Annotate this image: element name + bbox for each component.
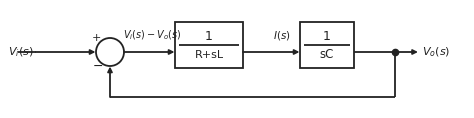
Text: −: − — [93, 59, 103, 72]
Text: 1: 1 — [205, 30, 213, 42]
Text: sC: sC — [320, 48, 334, 61]
Text: $V_i(s)$: $V_i(s)$ — [8, 45, 34, 59]
Bar — [300, 22, 354, 68]
Text: 1: 1 — [323, 30, 331, 42]
Text: +: + — [91, 33, 100, 43]
Bar — [175, 22, 243, 68]
Text: $V_i(s) - V_o(s)$: $V_i(s) - V_o(s)$ — [123, 28, 181, 42]
Text: $V_o(s)$: $V_o(s)$ — [422, 45, 450, 59]
Text: $I(s)$: $I(s)$ — [273, 29, 291, 42]
Text: R+sL: R+sL — [194, 50, 224, 60]
